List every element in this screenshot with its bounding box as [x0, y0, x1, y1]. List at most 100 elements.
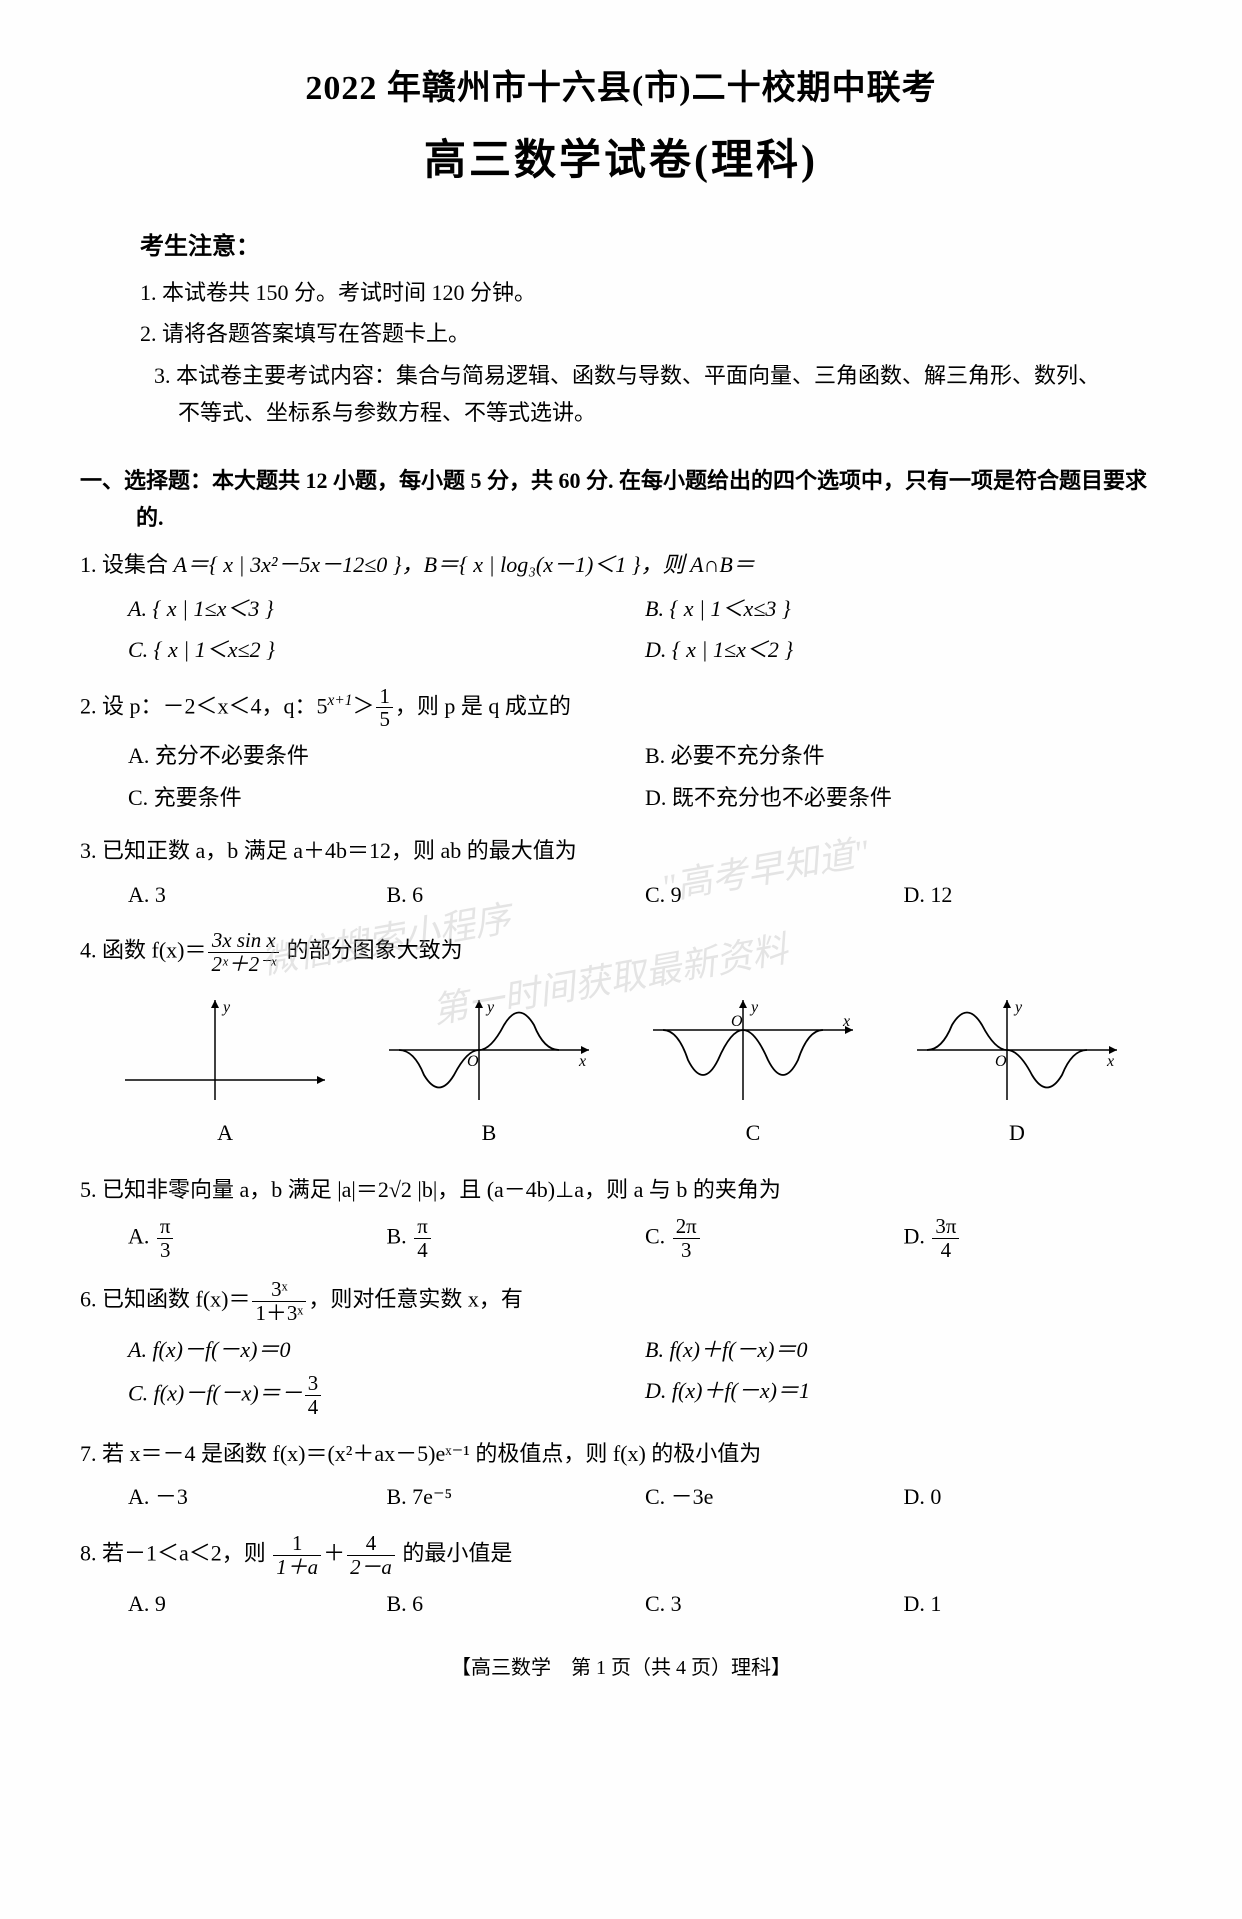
- question-2: 2. 设 p：－2＜x＜4，q：5x+1＞15，则 p 是 q 成立的 A. 充…: [80, 685, 1162, 821]
- q1-text: 1. 设集合 A＝{ x | 3x²－5x－12≤0 }，B＝{ x | log…: [80, 546, 1162, 583]
- q5-optD-frac: 3π4: [932, 1215, 959, 1262]
- q6-optB: B. f(x)＋f(－x)＝0: [645, 1331, 1162, 1368]
- q6-text: 6. 已知函数 f(x)＝3ˣ1＋3ˣ，则对任意实数 x，有: [80, 1278, 1162, 1325]
- q5-optB-frac: π4: [414, 1215, 431, 1262]
- q5-optB: B. π4: [387, 1215, 646, 1262]
- question-6: 6. 已知函数 f(x)＝3ˣ1＋3ˣ，则对任意实数 x，有 A. f(x)－f…: [80, 1278, 1162, 1423]
- q2-mid: ＞: [352, 693, 374, 718]
- q5-optC-frac: 2π3: [673, 1215, 700, 1262]
- q8-frac1: 11＋a: [273, 1532, 321, 1579]
- q1-optC: C. { x | 1＜x≤2 }: [128, 631, 645, 668]
- q7-options: A. －3 B. 7e⁻⁵ C. －3e D. 0: [80, 1478, 1162, 1519]
- graph-D: y x O D: [892, 990, 1142, 1151]
- q4-prefix: 4. 函数 f(x)＝: [80, 938, 206, 963]
- q2-text: 2. 设 p：－2＜x＜4，q：5x+1＞15，则 p 是 q 成立的: [80, 685, 1162, 732]
- graph-D-label: D: [892, 1114, 1142, 1151]
- q6-optC: C. f(x)－f(－x)＝－34: [128, 1372, 645, 1419]
- notice-item-1: 1. 本试卷共 150 分。考试时间 120 分钟。: [140, 274, 1102, 311]
- q2-optC: C. 充要条件: [128, 779, 645, 816]
- q7-optC: C. －3e: [645, 1478, 904, 1515]
- q1-optB: B. { x | 1＜x≤3 }: [645, 590, 1162, 627]
- notice-item-2: 2. 请将各题答案填写在答题卡上。: [140, 315, 1102, 352]
- graph-A: y x O A: [100, 990, 350, 1151]
- q5-optA-prefix: A.: [128, 1223, 155, 1248]
- q3-optA: A. 3: [128, 876, 387, 913]
- section-1-header: 一、选择题：本大题共 12 小题，每小题 5 分，共 60 分. 在每小题给出的…: [136, 462, 1162, 537]
- q1-optA: A. { x | 1≤x＜3 }: [128, 590, 645, 627]
- q6-optC-prefix: C. f(x)－f(－x)＝－: [128, 1381, 303, 1406]
- q5-optA-frac: π3: [157, 1215, 174, 1262]
- notice-section: 考生注意： 1. 本试卷共 150 分。考试时间 120 分钟。 2. 请将各题…: [140, 227, 1102, 431]
- q3-optC: C. 9: [645, 876, 904, 913]
- q6-optA: A. f(x)－f(－x)＝0: [128, 1331, 645, 1368]
- q8-options: A. 9 B. 6 C. 3 D. 1: [80, 1585, 1162, 1626]
- svg-text:O: O: [995, 1053, 1007, 1070]
- q5-optC: C. 2π3: [645, 1215, 904, 1262]
- q4-text: 4. 函数 f(x)＝3x sin x2ˣ＋2⁻ˣ 的部分图象大致为: [80, 929, 1162, 976]
- q1-setB: B＝{ x | log₃(x－1)＜1 }，则 A∩B＝: [424, 552, 755, 577]
- svg-text:y: y: [749, 999, 759, 1016]
- q5-optD: D. 3π4: [904, 1215, 1163, 1262]
- q2-sup: x+1: [328, 692, 353, 709]
- q2-optD: D. 既不充分也不必要条件: [645, 779, 1162, 816]
- q8-mid: ＋: [323, 1540, 345, 1565]
- q2-optB: B. 必要不充分条件: [645, 737, 1162, 774]
- question-5: 5. 已知非零向量 a，b 满足 |a|＝2√2 |b|，且 (a－4b)⊥a，…: [80, 1171, 1162, 1265]
- notice-heading: 考生注意：: [140, 227, 1102, 268]
- q6-optD: D. f(x)＋f(－x)＝1: [645, 1372, 1162, 1419]
- q3-text: 3. 已知正数 a，b 满足 a＋4b＝12，则 ab 的最大值为: [80, 832, 1162, 869]
- q6-options: A. f(x)－f(－x)＝0 B. f(x)＋f(－x)＝0 C. f(x)－…: [80, 1331, 1162, 1423]
- q1-setA: A＝{ x | 3x²－5x－12≤0 }，: [174, 552, 424, 577]
- q5-text: 5. 已知非零向量 a，b 满足 |a|＝2√2 |b|，且 (a－4b)⊥a，…: [80, 1171, 1162, 1208]
- question-1: 1. 设集合 A＝{ x | 3x²－5x－12≤0 }，B＝{ x | log…: [80, 546, 1162, 672]
- q7-optB: B. 7e⁻⁵: [387, 1478, 646, 1515]
- q8-text: 8. 若－1＜a＜2，则 11＋a＋42－a 的最小值是: [80, 1532, 1162, 1579]
- q8-optD: D. 1: [904, 1585, 1163, 1622]
- question-7: 7. 若 x＝－4 是函数 f(x)＝(x²＋ax－5)eˣ⁻¹ 的极值点，则 …: [80, 1435, 1162, 1520]
- q6-prefix: 6. 已知函数 f(x)＝: [80, 1286, 250, 1311]
- question-8: 8. 若－1＜a＜2，则 11＋a＋42－a 的最小值是 A. 9 B. 6 C…: [80, 1532, 1162, 1626]
- q2-suffix: ，则 p 是 q 成立的: [395, 693, 571, 718]
- q8-optC: C. 3: [645, 1585, 904, 1622]
- graph-C: y x O C: [628, 990, 878, 1151]
- q1-optD: D. { x | 1≤x＜2 }: [645, 631, 1162, 668]
- q8-suffix: 的最小值是: [397, 1540, 513, 1565]
- q2-frac-den: 5: [376, 708, 392, 731]
- q5-optD-prefix: D.: [904, 1223, 931, 1248]
- q4-suffix: 的部分图象大致为: [281, 938, 463, 963]
- q1-options: A. { x | 1≤x＜3 } B. { x | 1＜x≤3 } C. { x…: [80, 590, 1162, 673]
- question-4: 4. 函数 f(x)＝3x sin x2ˣ＋2⁻ˣ 的部分图象大致为 y x O…: [80, 929, 1162, 1159]
- q8-frac2: 42－a: [347, 1532, 395, 1579]
- q6-suffix: ，则对任意实数 x，有: [308, 1286, 523, 1311]
- q2-prefix: 2. 设 p：－2＜x＜4，q：5: [80, 693, 328, 718]
- graph-B: y x O B: [364, 990, 614, 1151]
- q2-frac-num: 1: [376, 685, 392, 709]
- svg-text:x: x: [1106, 1053, 1114, 1070]
- q5-optC-prefix: C.: [645, 1223, 671, 1248]
- svg-text:y: y: [1013, 999, 1023, 1016]
- q7-optD: D. 0: [904, 1478, 1163, 1515]
- graph-B-label: B: [364, 1114, 614, 1151]
- exam-title-line1: 2022 年赣州市十六县(市)二十校期中联考: [80, 60, 1162, 118]
- graph-D-svg: y x O: [907, 990, 1127, 1110]
- q4-graphs: y x O A y x O B: [80, 982, 1162, 1159]
- q2-optA: A. 充分不必要条件: [128, 737, 645, 774]
- svg-text:x: x: [842, 1013, 850, 1030]
- q8-optA: A. 9: [128, 1585, 387, 1622]
- q5-optA: A. π3: [128, 1215, 387, 1262]
- q8-prefix: 8. 若－1＜a＜2，则: [80, 1540, 271, 1565]
- graph-C-label: C: [628, 1114, 878, 1151]
- q3-optB: B. 6: [387, 876, 646, 913]
- q6-optC-frac: 34: [305, 1372, 321, 1419]
- notice-item-3: 3. 本试卷主要考试内容：集合与简易逻辑、函数与导数、平面向量、三角函数、解三角…: [140, 357, 1102, 432]
- graph-A-svg: y x O: [115, 990, 335, 1110]
- svg-text:x: x: [578, 1053, 586, 1070]
- q3-optD: D. 12: [904, 876, 1163, 913]
- q4-frac: 3x sin x2ˣ＋2⁻ˣ: [208, 929, 279, 976]
- q5-optB-prefix: B.: [387, 1223, 413, 1248]
- q1-prefix: 1. 设集合: [80, 552, 174, 577]
- svg-text:O: O: [467, 1053, 479, 1070]
- q8-optB: B. 6: [387, 1585, 646, 1622]
- exam-title-line2: 高三数学试卷(理科): [80, 126, 1162, 197]
- q4-frac-num: 3x sin x: [208, 929, 279, 953]
